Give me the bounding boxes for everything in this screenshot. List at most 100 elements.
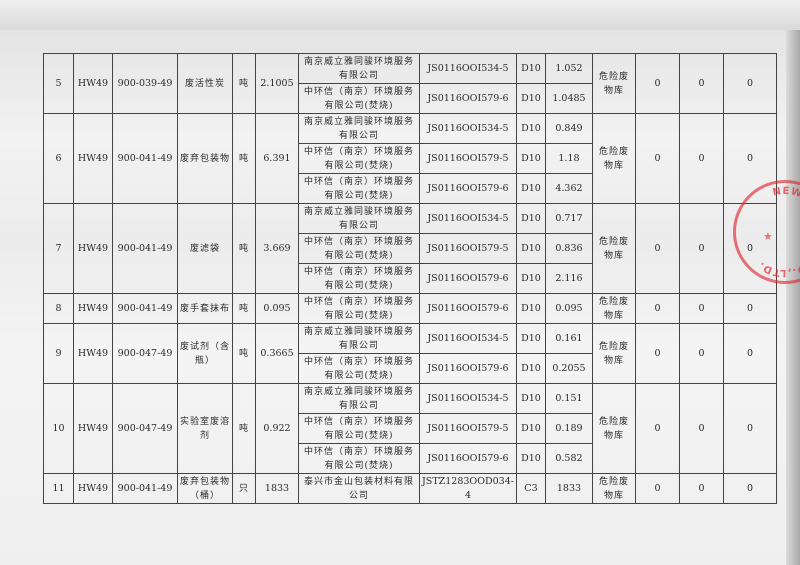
unit: 吨 — [232, 203, 256, 294]
value-col-3: 0 — [722, 323, 777, 384]
disposal-method: D10 — [515, 113, 546, 144]
disposal-company: 中环信（南京）环境服务有限公司(焚烧) — [298, 353, 420, 384]
hazardous-waste-table: 5 HW49 900-039-49 废活性炭吨 2.1005 南京威立雅同骏环境服务有限公… — [43, 53, 777, 504]
waste-category: HW49 — [73, 203, 113, 294]
value-col-1: 0 — [634, 53, 680, 114]
permit-number: JS0116OOI534-5 — [419, 323, 517, 354]
disposal-amount: 0.151 — [544, 383, 593, 414]
disposal-method: D10 — [515, 353, 546, 384]
disposal-method: D10 — [515, 263, 546, 294]
disposal-amount: 0.095 — [544, 293, 593, 324]
waste-name: 废弃包装物 — [177, 113, 233, 204]
storage-location: 危险废物库 — [591, 383, 636, 474]
quantity: 1833 — [255, 473, 299, 504]
disposal-method: D10 — [515, 383, 546, 414]
quantity: 6.391 — [255, 113, 299, 204]
disposal-method: D10 — [515, 203, 546, 234]
value-col-3: 0 — [722, 53, 777, 114]
value-col-1: 0 — [634, 383, 680, 474]
disposal-method: D10 — [515, 143, 546, 174]
quantity: 0.3665 — [255, 323, 299, 384]
quantity: 3.669 — [255, 203, 299, 294]
disposal-method: D10 — [515, 53, 546, 84]
storage-location: 危险废物库 — [591, 203, 636, 294]
disposal-amount: 1.18 — [544, 143, 593, 174]
disposal-company: 中环信（南京）环境服务有限公司(焚烧) — [298, 233, 420, 264]
waste-category: HW49 — [73, 293, 113, 324]
svg-text:★: ★ — [763, 230, 773, 243]
disposal-company: 中环信（南京）环境服务有限公司(焚烧) — [298, 173, 420, 204]
unit: 吨 — [232, 113, 256, 204]
scan-top-edge — [0, 0, 800, 32]
disposal-amount: 1.0485 — [544, 83, 593, 114]
waste-name: 废手套抹布 — [177, 293, 233, 324]
disposal-company: 中环信（南京）环境服务有限公司(焚烧) — [298, 293, 420, 324]
disposal-company: 南京威立雅同骏环境服务有限公司 — [298, 383, 420, 414]
row-number: 7 — [43, 203, 74, 294]
storage-location: 危险废物库 — [591, 473, 636, 504]
disposal-amount: 0.2055 — [544, 353, 593, 384]
waste-name: 废试剂（含瓶） — [177, 323, 233, 384]
disposal-amount: 4.362 — [544, 173, 593, 204]
disposal-method: C3 — [515, 473, 546, 504]
waste-code: 900-041-49 — [112, 203, 178, 294]
scan-right-edge — [786, 30, 800, 565]
table-row: 8 HW49 900-041-49 废手套抹布吨 0.095 中环信（南京）环境服务有限公… — [43, 293, 777, 324]
table-row: 中环信（南京）环境服务有限公司(焚烧) JS0116OOI579-6 D10 0.20… — [44, 353, 777, 384]
unit: 只 — [232, 473, 256, 504]
unit: 吨 — [232, 293, 256, 324]
value-col-1: 0 — [634, 113, 680, 204]
disposal-amount: 0.849 — [544, 113, 593, 144]
disposal-amount: 0.161 — [544, 323, 593, 354]
disposal-amount: 1.052 — [544, 53, 593, 84]
row-number: 5 — [43, 53, 74, 114]
disposal-amount: 1833 — [544, 473, 593, 504]
waste-category: HW49 — [73, 53, 113, 114]
disposal-method: D10 — [515, 413, 546, 444]
waste-code: 900-047-49 — [112, 323, 178, 384]
waste-code: 900-041-49 — [112, 113, 178, 204]
waste-code: 900-039-49 — [112, 53, 178, 114]
value-col-1: 0 — [634, 293, 680, 324]
table-row: 6 HW49 900-041-49 废弃包装物吨 6.391 南京威立雅同骏环境服务有限公… — [43, 113, 777, 204]
table-row: 中环信（南京）环境服务有限公司(焚烧) JS0116OOI579-6 D10 2.11… — [44, 263, 777, 294]
permit-number: JSTZ1283OOD034-4 — [419, 473, 517, 504]
table-row: 10 HW49 900-047-49 实验室废溶剂吨 0.922 南京威立雅同骏环境服务有… — [43, 383, 777, 474]
waste-code: 900-041-49 — [112, 293, 178, 324]
value-col-2: 0 — [678, 203, 724, 294]
value-col-3: 0 — [722, 383, 777, 474]
value-col-2: 0 — [678, 113, 724, 204]
disposal-amount: 2.116 — [544, 263, 593, 294]
permit-number: JS0116OOI579-6 — [419, 263, 517, 294]
disposal-method: D10 — [515, 443, 546, 474]
unit: 吨 — [232, 323, 256, 384]
quantity: 0.095 — [255, 293, 299, 324]
table-row: 11 HW49 900-041-49 废弃包装物（桶）只 1833 泰兴市金山包装材料有限… — [43, 473, 777, 504]
disposal-amount: 0.836 — [544, 233, 593, 264]
permit-number: JS0116OOI579-6 — [419, 293, 517, 324]
quantity: 2.1005 — [255, 53, 299, 114]
quantity: 0.922 — [255, 383, 299, 474]
permit-number: JS0116OOI534-5 — [419, 53, 517, 84]
table-row: 9 HW49 900-047-49 废试剂（含瓶）吨 0.3665 南京威立雅同骏环境服务… — [43, 323, 777, 384]
disposal-method: D10 — [515, 323, 546, 354]
storage-location: 危险废物库 — [591, 293, 636, 324]
value-col-1: 0 — [634, 323, 680, 384]
disposal-method: D10 — [515, 293, 546, 324]
value-col-2: 0 — [678, 53, 724, 114]
waste-name: 废活性炭 — [177, 53, 233, 114]
value-col-3: 0 — [722, 293, 777, 324]
unit: 吨 — [232, 53, 256, 114]
company-seal-stamp: NEW MATERIAL CO.,LTD. ★ — [733, 180, 800, 284]
storage-location: 危险废物库 — [591, 113, 636, 204]
waste-code: 900-047-49 — [112, 383, 178, 474]
row-number: 11 — [43, 473, 74, 504]
value-col-2: 0 — [678, 323, 724, 384]
waste-category: HW49 — [73, 473, 113, 504]
permit-number: JS0116OOI579-6 — [419, 443, 517, 474]
disposal-method: D10 — [515, 233, 546, 264]
permit-number: JS0116OOI579-5 — [419, 233, 517, 264]
disposal-company: 南京威立雅同骏环境服务有限公司 — [298, 323, 420, 354]
disposal-company: 南京威立雅同骏环境服务有限公司 — [298, 113, 420, 144]
table-row: 5 HW49 900-039-49 废活性炭吨 2.1005 南京威立雅同骏环境服务有限公… — [43, 53, 777, 114]
